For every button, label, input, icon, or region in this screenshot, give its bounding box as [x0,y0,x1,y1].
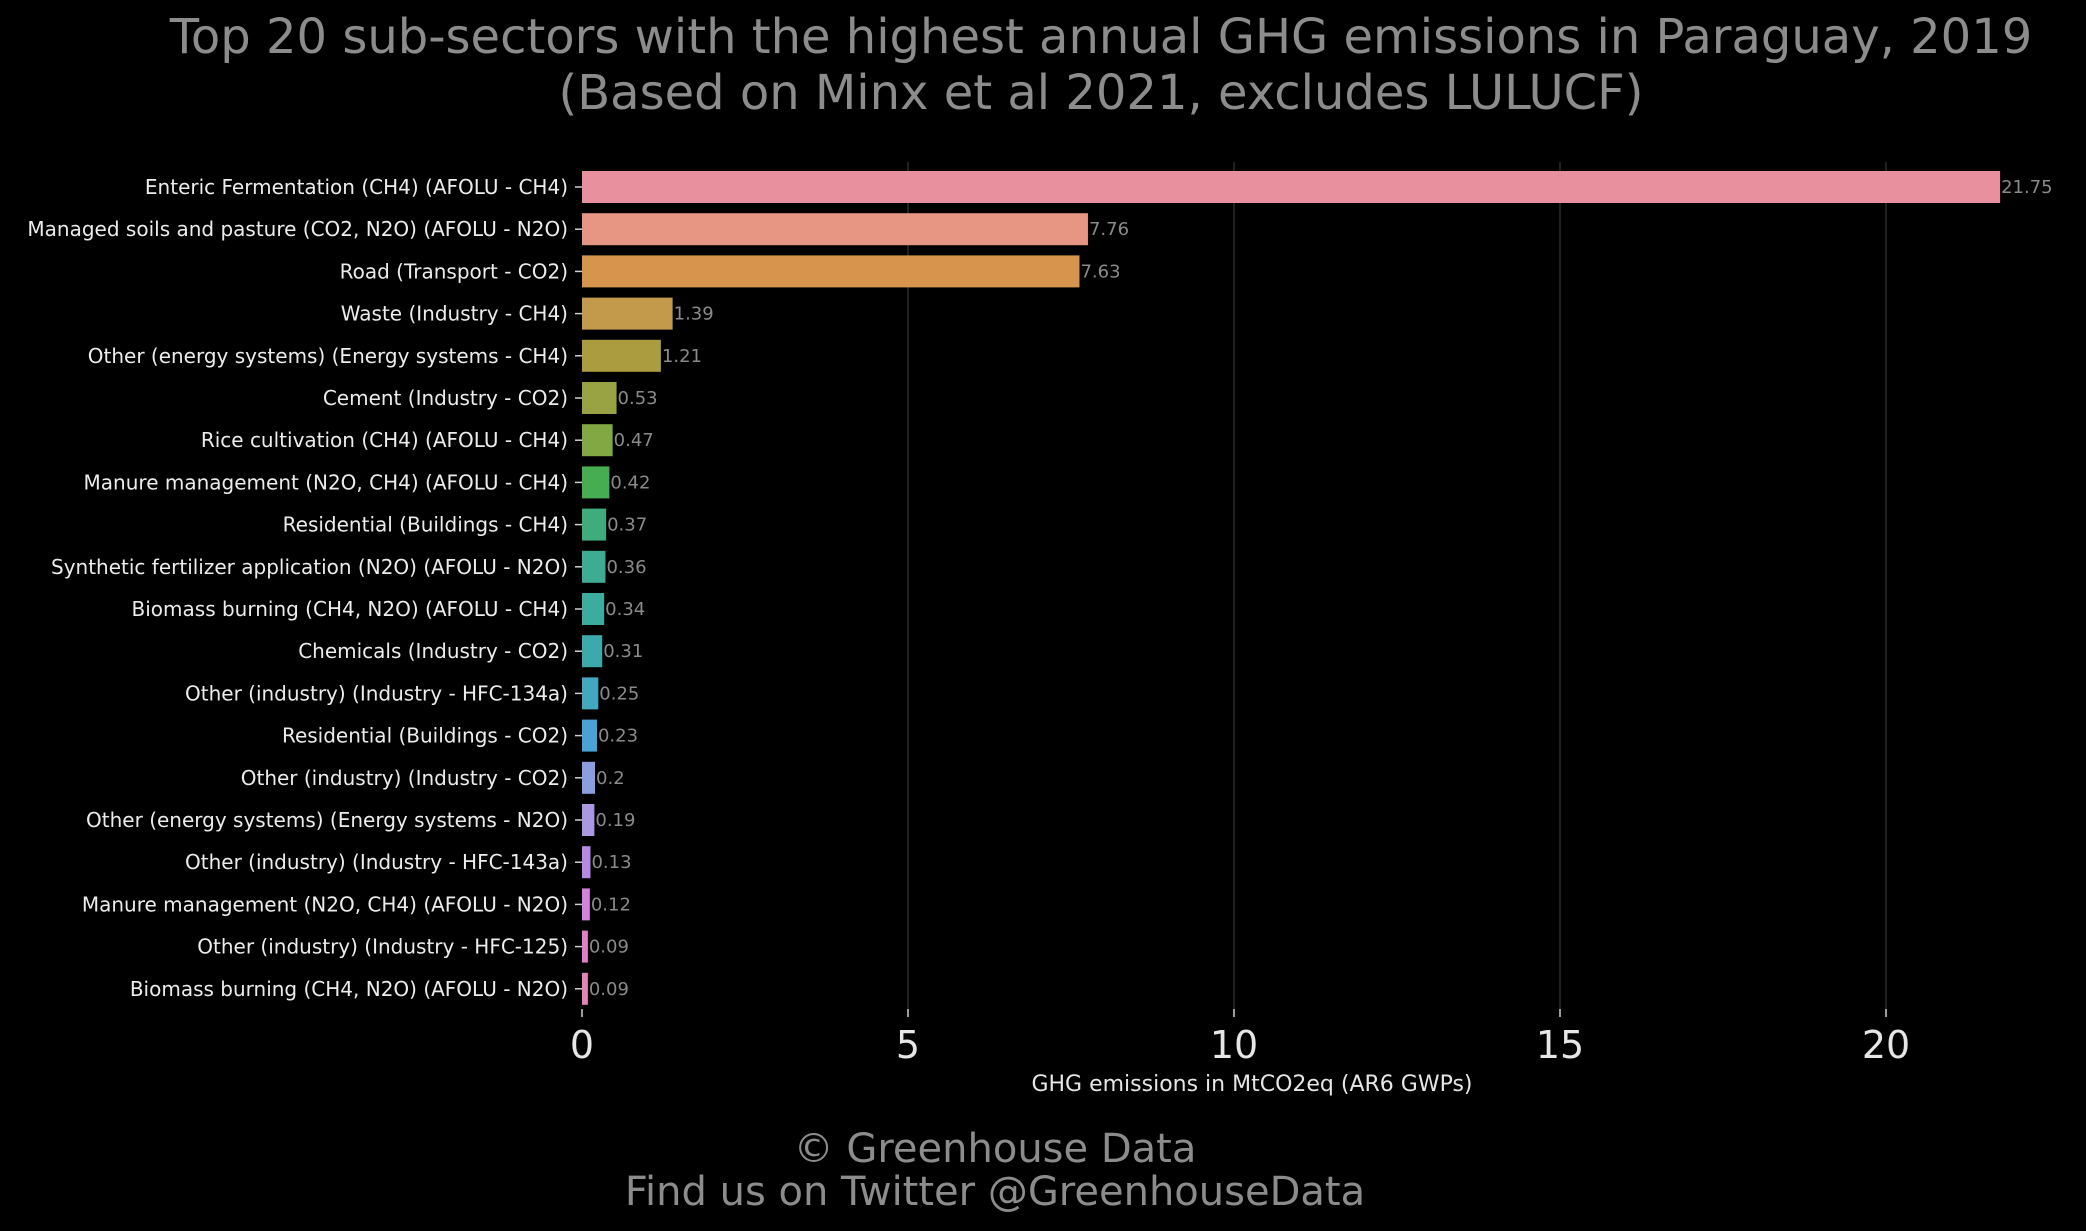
category-label: Chemicals (Industry - CO2) [298,639,568,663]
bar [582,382,617,414]
category-label: Other (industry) (Industry - HFC-143a) [185,850,568,874]
chart-subtitle: (Based on Minx et al 2021, excludes LULU… [559,65,1644,121]
bars [582,171,2001,1005]
value-label: 1.39 [674,304,714,325]
category-label: Road (Transport - CO2) [340,259,568,283]
bar [582,635,603,668]
bar [582,930,588,963]
x-tick-label: 0 [570,1023,594,1067]
category-label: Residential (Buildings - CO2) [282,724,568,748]
bar [582,804,595,836]
category-label: Cement (Industry - CO2) [323,386,568,410]
bar [582,508,607,541]
bar [582,888,590,921]
bar [582,846,591,879]
category-label: Rice cultivation (CH4) (AFOLU - CH4) [201,428,568,452]
value-label: 0.31 [603,641,643,662]
bar [582,593,605,625]
x-tick-label: 5 [896,1023,920,1067]
value-label: 7.63 [1080,261,1120,282]
value-label: 0.09 [589,979,629,1000]
category-label: Manure management (N2O, CH4) (AFOLU - N2… [82,892,568,916]
category-label: Enteric Fermentation (CH4) (AFOLU - CH4) [145,175,568,199]
value-label: 0.34 [605,599,645,620]
category-label: Manure management (N2O, CH4) (AFOLU - CH… [84,470,568,494]
value-label: 7.76 [1089,219,1129,240]
value-label: 0.13 [591,852,631,873]
value-label: 0.37 [607,515,647,536]
bar [582,297,673,330]
category-label: Other (industry) (Industry - HFC-134a) [185,681,568,705]
chart-title: Top 20 sub-sectors with the highest annu… [169,9,2033,65]
category-label: Biomass burning (CH4, N2O) (AFOLU - CH4) [132,597,568,621]
category-label: Synthetic fertilizer application (N2O) (… [51,555,568,579]
bar [582,255,1080,288]
value-label: 0.2 [596,768,625,789]
x-tick-label: 10 [1210,1023,1258,1067]
value-label: 0.47 [614,430,654,451]
gridlines [907,162,1887,1009]
category-label: Other (industry) (Industry - CO2) [241,766,568,790]
bar [582,213,1088,246]
category-label: Waste (Industry - CH4) [341,302,568,326]
value-label: 0.42 [610,472,650,493]
bar [582,677,599,710]
category-label: Other (energy systems) (Energy systems -… [88,344,568,368]
bar [582,466,610,499]
value-label: 0.36 [606,557,646,578]
bar [582,972,588,1005]
category-label: Biomass burning (CH4, N2O) (AFOLU - N2O) [130,977,568,1001]
value-label: 0.19 [595,810,635,831]
value-label: 1.21 [662,346,702,367]
category-label: Residential (Buildings - CH4) [283,513,568,537]
value-label: 0.23 [598,726,638,747]
footer-copyright: © Greenhouse Data [794,1126,1197,1172]
bar [582,339,661,372]
bar [582,424,613,457]
category-label: Other (industry) (Industry - HFC-125) [197,935,568,959]
value-label: 0.25 [599,683,639,704]
x-axis-ticks: 0 5 10 15 20 [570,1009,1910,1067]
bar [582,719,597,752]
bar [582,761,596,794]
value-labels: 21.75 7.76 7.63 1.39 1.210.53 0.47 0.42 0.37 0.3… [589,177,2053,1000]
category-label: Other (energy systems) (Energy systems -… [86,808,568,832]
value-label: 0.09 [589,937,629,958]
x-axis-title: GHG emissions in MtCO2eq (AR6 GWPs) [1031,1072,1472,1097]
bar [582,171,2001,203]
x-tick-label: 15 [1536,1023,1584,1067]
value-label: 0.12 [591,894,631,915]
value-label: 21.75 [2001,177,2053,198]
value-label: 0.53 [618,388,658,409]
footer-twitter: Find us on Twitter @GreenhouseData [625,1169,1365,1215]
category-label: Managed soils and pasture (CO2, N2O) (AF… [27,217,568,241]
bar [582,550,606,583]
x-tick-label: 20 [1862,1023,1910,1067]
category-labels: Enteric Fermentation (CH4) (AFOLU - CH4)… [27,175,582,1001]
